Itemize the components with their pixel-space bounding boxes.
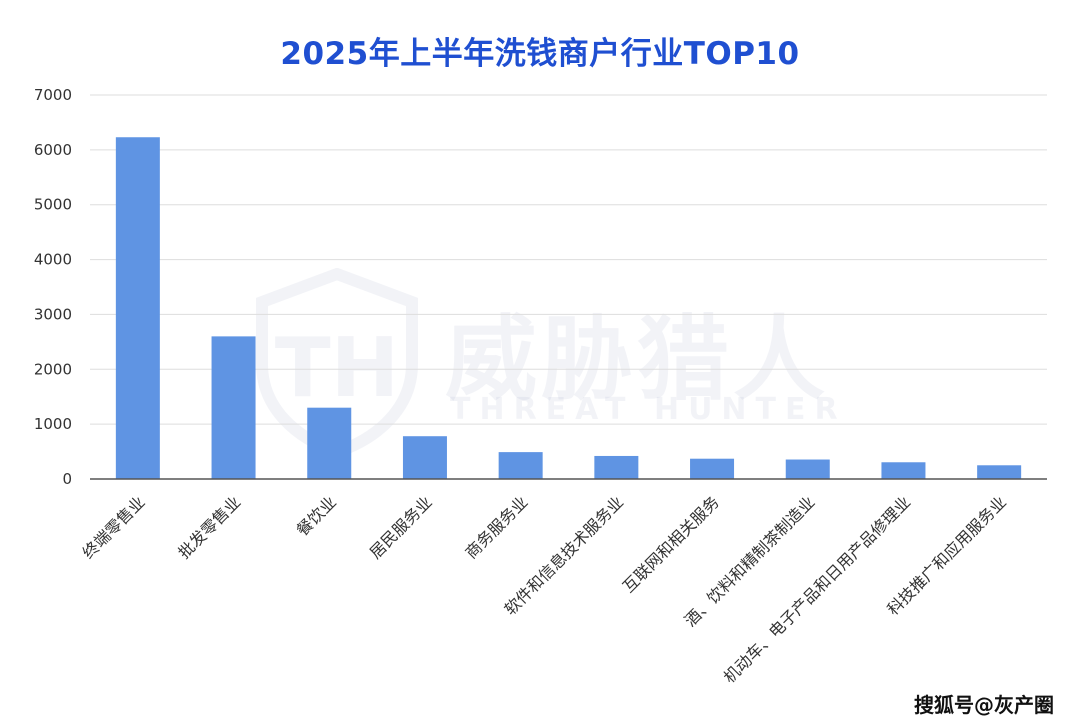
bar [977,465,1022,479]
bar [498,452,543,479]
category-label: 批发零售业 [174,492,244,562]
watermark-name-en: THREAT HUNTER [450,392,847,427]
bar [115,137,160,480]
bar [881,462,926,479]
y-tick-label: 0 [62,470,72,488]
y-tick-label: 3000 [34,305,72,323]
y-tick-label: 1000 [34,415,72,433]
bar [402,436,447,479]
y-tick-label: 2000 [34,360,72,378]
y-tick-layer: 0 1000 2000 3000 4000 5000 6000 7000 [34,86,72,488]
y-tick-label: 4000 [34,251,72,269]
watermark-logo-text: TH [275,321,400,416]
category-label: 终端零售业 [79,492,149,562]
source-credit: 搜狐号@灰产圈 [914,693,1054,717]
category-label: 居民服务业 [366,492,436,562]
category-label: 餐饮业 [293,492,340,539]
category-label-layer: 终端零售业 批发零售业 餐饮业 居民服务业 商务服务业软件和信息技术服务业互联网和相关服… [79,492,1010,686]
chart-title: 2025年上半年洗钱商户行业TOP10 [280,36,800,72]
y-tick-label: 5000 [34,196,72,214]
bar [594,455,639,479]
watermark-name-cn: 威胁猎人 [445,306,830,413]
y-tick-label: 7000 [34,86,72,104]
category-label: 机动车、电子产品和日用产品修理业 [720,492,914,686]
bar [785,459,830,479]
watermark-shield-icon: TH [256,268,418,458]
category-label: 商务服务业 [461,492,531,562]
bar [307,407,352,479]
y-tick-label: 6000 [34,141,72,159]
bar-layer [115,137,1022,480]
category-label: 互联网和相关服务 [619,492,723,596]
bar [211,336,256,479]
bar [690,458,735,479]
